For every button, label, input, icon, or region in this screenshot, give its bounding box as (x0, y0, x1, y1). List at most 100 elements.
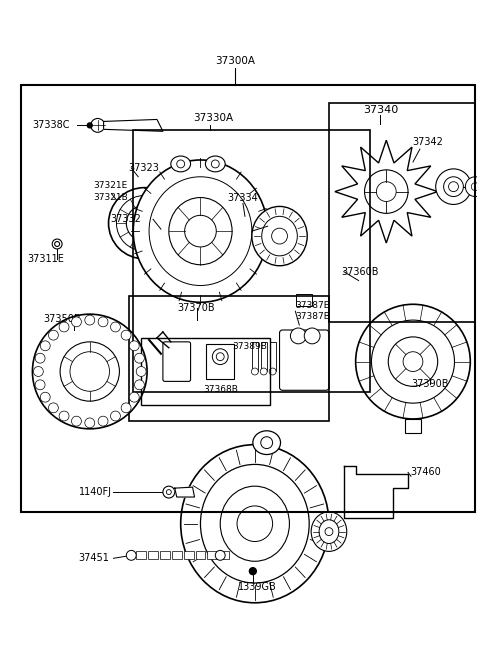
Circle shape (34, 367, 43, 376)
Bar (329, 102, 475, 322)
FancyBboxPatch shape (207, 551, 217, 559)
Text: 1339GB: 1339GB (239, 582, 277, 592)
FancyBboxPatch shape (160, 551, 170, 559)
Circle shape (436, 169, 471, 204)
Circle shape (388, 337, 438, 386)
Circle shape (444, 177, 463, 196)
Circle shape (48, 403, 59, 413)
Ellipse shape (262, 216, 297, 256)
Ellipse shape (180, 445, 329, 602)
Text: 37321B: 37321B (94, 193, 129, 202)
Circle shape (471, 183, 479, 191)
Ellipse shape (252, 206, 307, 265)
Text: 37311E: 37311E (27, 254, 64, 264)
Circle shape (177, 160, 185, 168)
Ellipse shape (325, 528, 333, 535)
FancyBboxPatch shape (195, 551, 205, 559)
Bar (141, 338, 270, 405)
FancyBboxPatch shape (252, 342, 258, 371)
Circle shape (55, 242, 60, 246)
Bar (129, 296, 329, 421)
Ellipse shape (311, 512, 347, 551)
Circle shape (110, 322, 120, 332)
Circle shape (59, 411, 69, 421)
Text: 37338C: 37338C (33, 120, 70, 130)
Circle shape (52, 239, 62, 249)
Circle shape (136, 367, 146, 376)
FancyBboxPatch shape (270, 342, 276, 371)
Circle shape (98, 317, 108, 327)
Circle shape (121, 330, 131, 340)
Bar (133, 130, 371, 392)
Circle shape (40, 341, 50, 351)
Circle shape (466, 177, 480, 196)
Ellipse shape (272, 228, 288, 244)
Circle shape (60, 342, 120, 401)
Circle shape (372, 320, 455, 403)
Circle shape (403, 351, 423, 371)
Circle shape (121, 403, 131, 413)
Ellipse shape (149, 177, 252, 286)
Circle shape (184, 214, 193, 224)
Circle shape (72, 317, 82, 327)
FancyBboxPatch shape (136, 551, 146, 559)
FancyBboxPatch shape (172, 551, 182, 559)
Circle shape (356, 304, 470, 419)
Circle shape (250, 568, 256, 575)
Text: 37390B: 37390B (411, 379, 448, 390)
Circle shape (260, 368, 267, 375)
Circle shape (40, 392, 50, 402)
FancyBboxPatch shape (163, 342, 191, 381)
Circle shape (163, 486, 175, 498)
Text: 37387B: 37387B (295, 311, 330, 321)
Ellipse shape (169, 198, 232, 265)
Circle shape (261, 437, 273, 449)
Circle shape (35, 353, 45, 363)
Text: 37460: 37460 (410, 467, 441, 478)
Circle shape (304, 328, 320, 344)
Circle shape (376, 182, 396, 202)
Polygon shape (175, 487, 194, 497)
Circle shape (134, 380, 144, 390)
Text: 37321E: 37321E (94, 181, 128, 190)
Text: 37340: 37340 (363, 104, 398, 114)
Circle shape (126, 551, 136, 560)
Circle shape (216, 353, 224, 361)
Circle shape (136, 215, 152, 231)
Circle shape (167, 489, 171, 495)
Circle shape (110, 411, 120, 421)
FancyBboxPatch shape (405, 419, 421, 433)
FancyBboxPatch shape (184, 551, 193, 559)
Circle shape (98, 416, 108, 426)
Circle shape (35, 380, 45, 390)
Text: 37451: 37451 (79, 553, 109, 563)
Text: 37300A: 37300A (215, 56, 255, 66)
Text: 1140FJ: 1140FJ (79, 487, 111, 497)
FancyBboxPatch shape (206, 344, 234, 379)
Circle shape (91, 118, 105, 132)
Circle shape (85, 315, 95, 325)
Text: 37332: 37332 (110, 214, 141, 224)
Ellipse shape (185, 215, 216, 247)
Circle shape (108, 188, 180, 259)
Circle shape (59, 322, 69, 332)
Ellipse shape (220, 486, 289, 561)
Circle shape (126, 206, 162, 241)
Text: 37342: 37342 (412, 137, 443, 147)
Text: 37323: 37323 (129, 163, 159, 173)
Text: 37389B: 37389B (232, 342, 267, 351)
Circle shape (134, 353, 144, 363)
Ellipse shape (253, 431, 280, 455)
Circle shape (70, 351, 109, 392)
Circle shape (448, 182, 458, 192)
FancyBboxPatch shape (148, 551, 158, 559)
Circle shape (269, 368, 276, 375)
Circle shape (212, 349, 228, 365)
Circle shape (364, 170, 408, 214)
Ellipse shape (171, 156, 191, 172)
Bar (21, 85, 475, 512)
Circle shape (87, 123, 92, 128)
Ellipse shape (133, 160, 268, 302)
Text: 37330A: 37330A (193, 114, 233, 124)
Circle shape (252, 368, 258, 375)
